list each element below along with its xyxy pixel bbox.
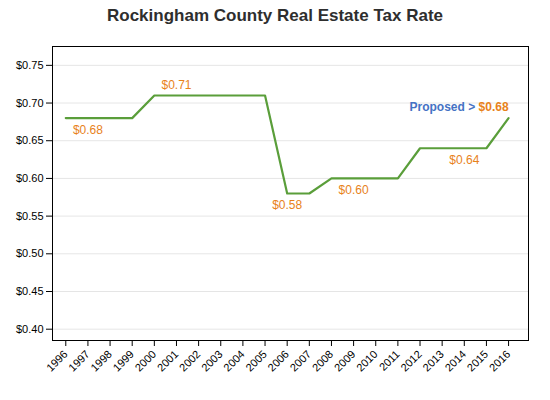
svg-text:1998: 1998 (88, 348, 114, 374)
svg-text:$0.68: $0.68 (73, 123, 103, 137)
svg-text:2007: 2007 (287, 348, 313, 374)
svg-text:2011: 2011 (377, 348, 402, 373)
svg-text:2010: 2010 (354, 348, 380, 374)
svg-text:$0.71: $0.71 (161, 78, 191, 92)
svg-text:2009: 2009 (332, 348, 358, 374)
svg-text:1996: 1996 (44, 348, 70, 374)
svg-text:$0.60: $0.60 (16, 172, 44, 184)
svg-text:2008: 2008 (310, 348, 336, 374)
svg-text:2015: 2015 (465, 348, 491, 374)
svg-text:Proposed > $0.68: Proposed > $0.68 (410, 100, 509, 114)
svg-text:2003: 2003 (199, 348, 225, 374)
svg-text:$0.64: $0.64 (449, 153, 479, 167)
svg-text:2001: 2001 (155, 348, 181, 374)
svg-text:1999: 1999 (110, 348, 136, 374)
svg-text:2004: 2004 (221, 348, 247, 374)
svg-text:$0.65: $0.65 (16, 134, 44, 146)
svg-text:2006: 2006 (265, 348, 291, 374)
svg-text:$0.40: $0.40 (16, 323, 44, 335)
svg-text:$0.50: $0.50 (16, 247, 44, 259)
svg-text:$0.45: $0.45 (16, 285, 44, 297)
svg-text:2012: 2012 (398, 348, 424, 374)
svg-text:2002: 2002 (177, 348, 203, 374)
svg-text:2016: 2016 (487, 348, 513, 374)
svg-text:$0.55: $0.55 (16, 210, 44, 222)
svg-text:2005: 2005 (243, 348, 269, 374)
svg-text:$0.70: $0.70 (16, 97, 44, 109)
svg-text:2014: 2014 (442, 348, 468, 374)
svg-text:$0.75: $0.75 (16, 59, 44, 71)
html-text:Rockingham County Real Estate: Rockingham County Real Estate Tax Rate (107, 6, 443, 25)
svg-text:$0.58: $0.58 (272, 198, 302, 212)
svg-text:$0.60: $0.60 (339, 183, 369, 197)
svg-text:2000: 2000 (132, 348, 158, 374)
svg-text:1997: 1997 (66, 348, 92, 374)
svg-text:2013: 2013 (420, 348, 446, 374)
